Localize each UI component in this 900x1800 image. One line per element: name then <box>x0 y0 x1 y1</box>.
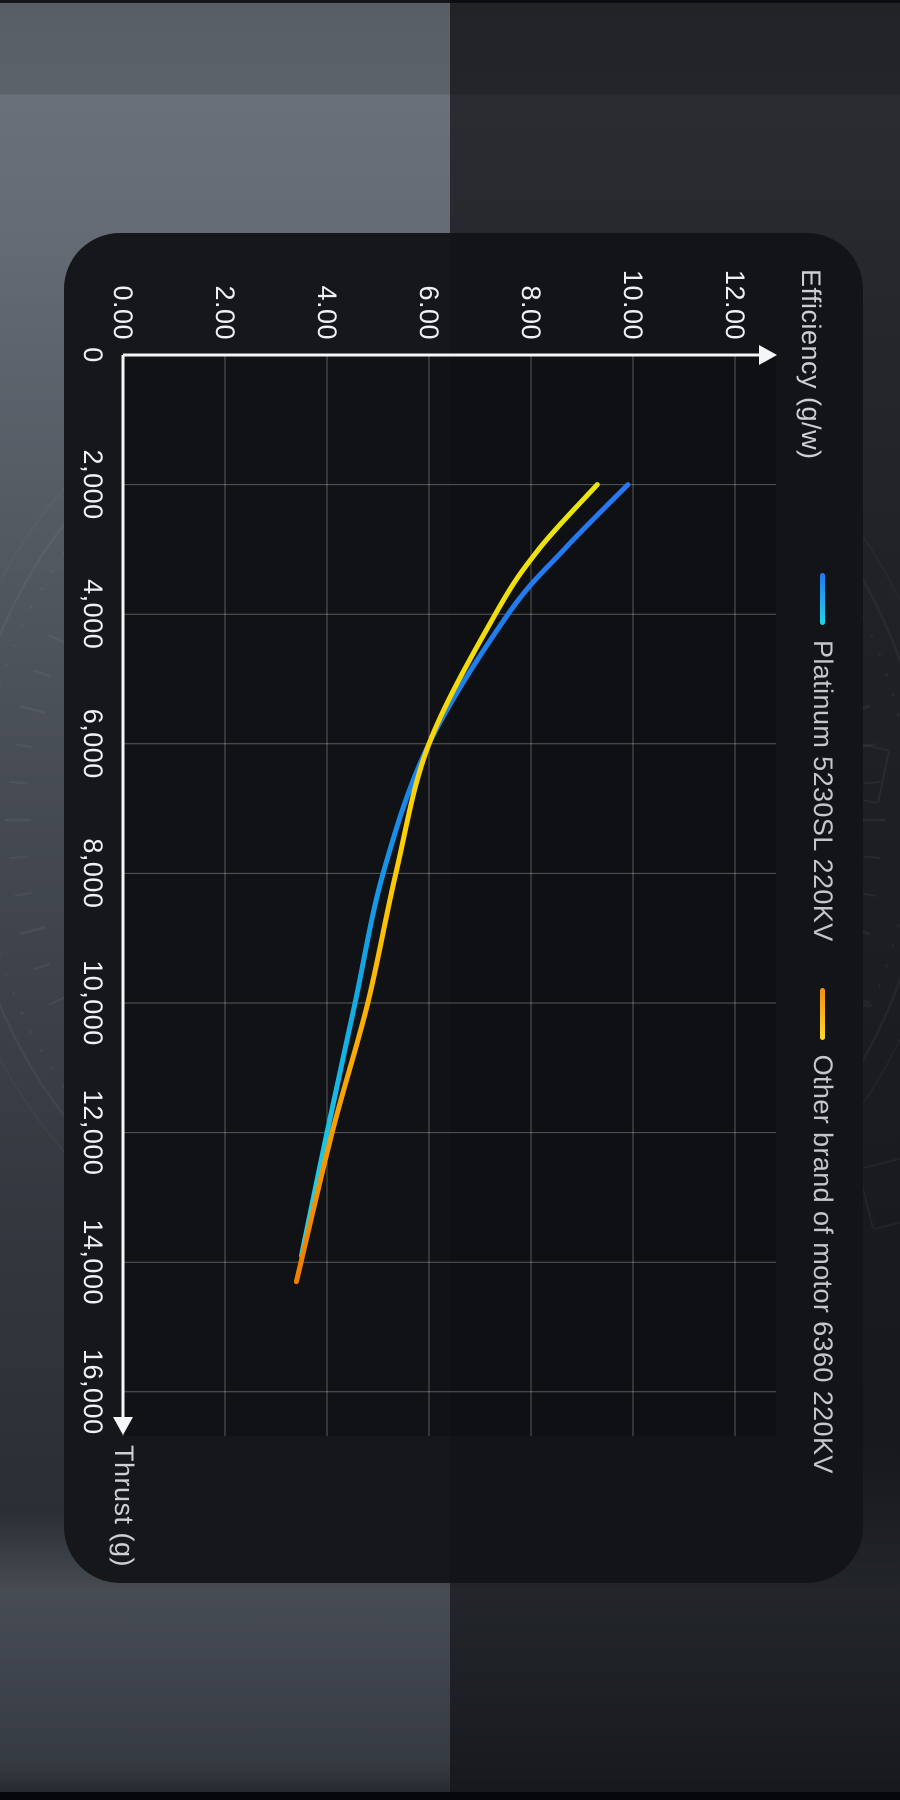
svg-text:2,000: 2,000 <box>78 450 108 520</box>
y-axis-title: Efficiency (g/w) <box>796 269 826 460</box>
legend-item-platinum: Platinum 5230SL 220KV <box>808 573 839 942</box>
x-axis-title: Thrust (g) <box>109 1445 139 1568</box>
svg-text:4.00: 4.00 <box>312 285 342 340</box>
svg-text:8.00: 8.00 <box>516 285 546 340</box>
chart-legend: Platinum 5230SL 220KV Other brand of mot… <box>805 573 841 1474</box>
svg-text:14,000: 14,000 <box>78 1219 108 1305</box>
legend-mark-platinum <box>820 573 826 625</box>
legend-label-platinum: Platinum 5230SL 220KV <box>808 640 839 942</box>
svg-text:12,000: 12,000 <box>78 1090 108 1176</box>
chart-rotated-container: 0.00 2.00 4.00 6.00 8.00 10.00 12.00 0 2,000 4,00… <box>64 233 863 1583</box>
svg-text:8,000: 8,000 <box>78 838 108 908</box>
svg-text:2.00: 2.00 <box>210 285 240 340</box>
legend-item-other-brand: Other brand of motor 6360 220KV <box>808 987 839 1474</box>
svg-text:16,000: 16,000 <box>78 1349 108 1435</box>
bottom-edge-strip <box>0 1792 900 1800</box>
chart-canvas: 0.00 2.00 4.00 6.00 8.00 10.00 12.00 0 2,000 4,00… <box>78 270 777 1436</box>
legend-mark-other-brand <box>820 987 826 1040</box>
svg-text:4,000: 4,000 <box>78 579 108 649</box>
top-edge-strip <box>0 0 900 3</box>
svg-text:0.00: 0.00 <box>108 285 138 340</box>
svg-text:6,000: 6,000 <box>78 709 108 779</box>
svg-text:10,000: 10,000 <box>78 960 108 1046</box>
svg-text:10.00: 10.00 <box>618 270 648 340</box>
svg-text:6.00: 6.00 <box>414 285 444 340</box>
svg-text:12.00: 12.00 <box>720 270 750 340</box>
legend-label-other-brand: Other brand of motor 6360 220KV <box>808 1054 839 1474</box>
chart-card <box>64 233 863 1583</box>
svg-text:0: 0 <box>78 347 108 363</box>
